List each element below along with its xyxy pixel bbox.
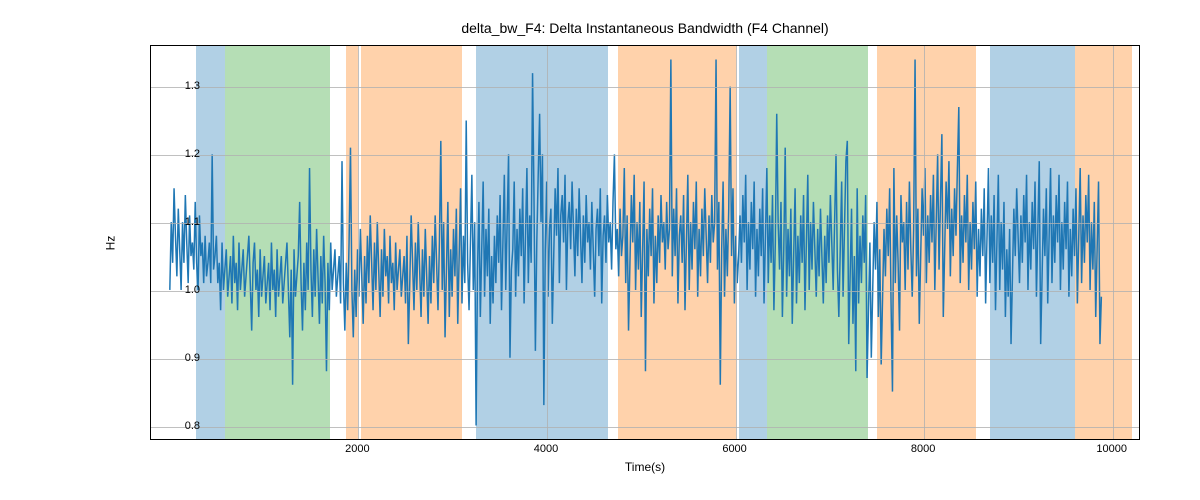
x-tick-label: 4000 bbox=[534, 443, 558, 455]
x-axis-label: Time(s) bbox=[150, 460, 1140, 474]
x-tick-label: 6000 bbox=[722, 443, 746, 455]
gridline-vertical bbox=[358, 46, 359, 439]
x-tick-label: 10000 bbox=[1096, 443, 1127, 455]
series-line bbox=[170, 60, 1102, 426]
plot-area bbox=[150, 45, 1140, 440]
gridline-horizontal bbox=[151, 291, 1139, 292]
chart-container bbox=[150, 45, 1140, 440]
gridline-vertical bbox=[736, 46, 737, 439]
x-tick-label: 8000 bbox=[911, 443, 935, 455]
y-tick-label: 1.0 bbox=[160, 284, 200, 296]
y-tick-label: 1.1 bbox=[160, 216, 200, 228]
gridline-horizontal bbox=[151, 359, 1139, 360]
y-tick-label: 0.9 bbox=[160, 352, 200, 364]
gridline-vertical bbox=[924, 46, 925, 439]
y-tick-label: 0.8 bbox=[160, 420, 200, 432]
gridline-horizontal bbox=[151, 87, 1139, 88]
x-tick-label: 2000 bbox=[345, 443, 369, 455]
y-axis-label: Hz bbox=[100, 45, 120, 440]
gridline-horizontal bbox=[151, 427, 1139, 428]
gridline-horizontal bbox=[151, 155, 1139, 156]
y-tick-label: 1.3 bbox=[160, 80, 200, 92]
y-tick-label: 1.2 bbox=[160, 148, 200, 160]
chart-title: delta_bw_F4: Delta Instantaneous Bandwid… bbox=[150, 20, 1140, 36]
gridline-vertical bbox=[547, 46, 548, 439]
gridline-vertical bbox=[1113, 46, 1114, 439]
line-series bbox=[151, 46, 1139, 439]
gridline-horizontal bbox=[151, 223, 1139, 224]
